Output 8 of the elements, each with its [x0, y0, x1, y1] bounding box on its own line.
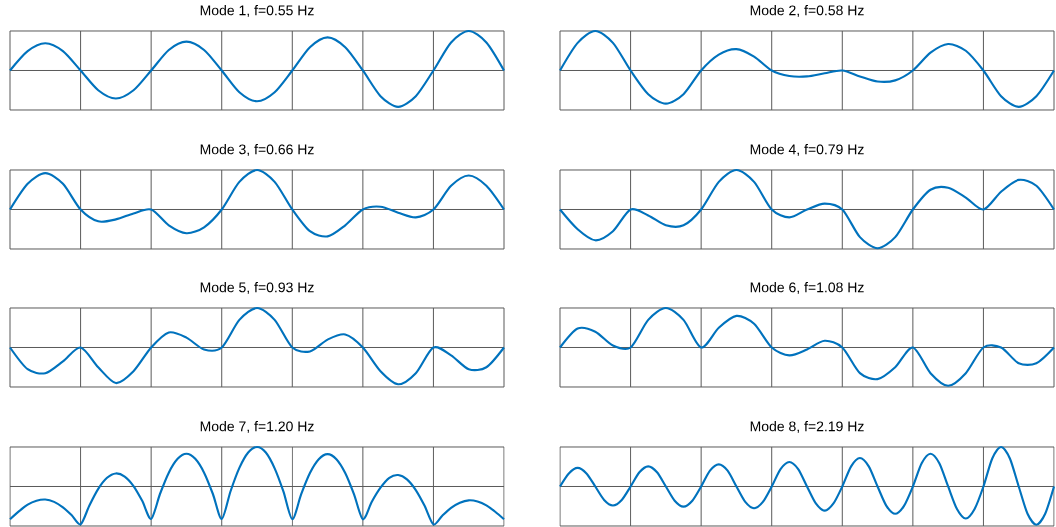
chart-title: Mode 3, f=0.66 Hz	[200, 144, 314, 156]
chart-title: Mode 5, f=0.93 Hz	[200, 282, 314, 294]
chart-title: Mode 1, f=0.55 Hz	[200, 5, 314, 17]
chart-title: Mode 8, f=2.19 Hz	[750, 421, 864, 433]
chart-title: Mode 6, f=1.08 Hz	[750, 282, 864, 294]
chart-title: Mode 4, f=0.79 Hz	[750, 144, 864, 156]
chart-title: Mode 7, f=1.20 Hz	[200, 421, 314, 433]
chart-title: Mode 2, f=0.58 Hz	[750, 5, 864, 17]
